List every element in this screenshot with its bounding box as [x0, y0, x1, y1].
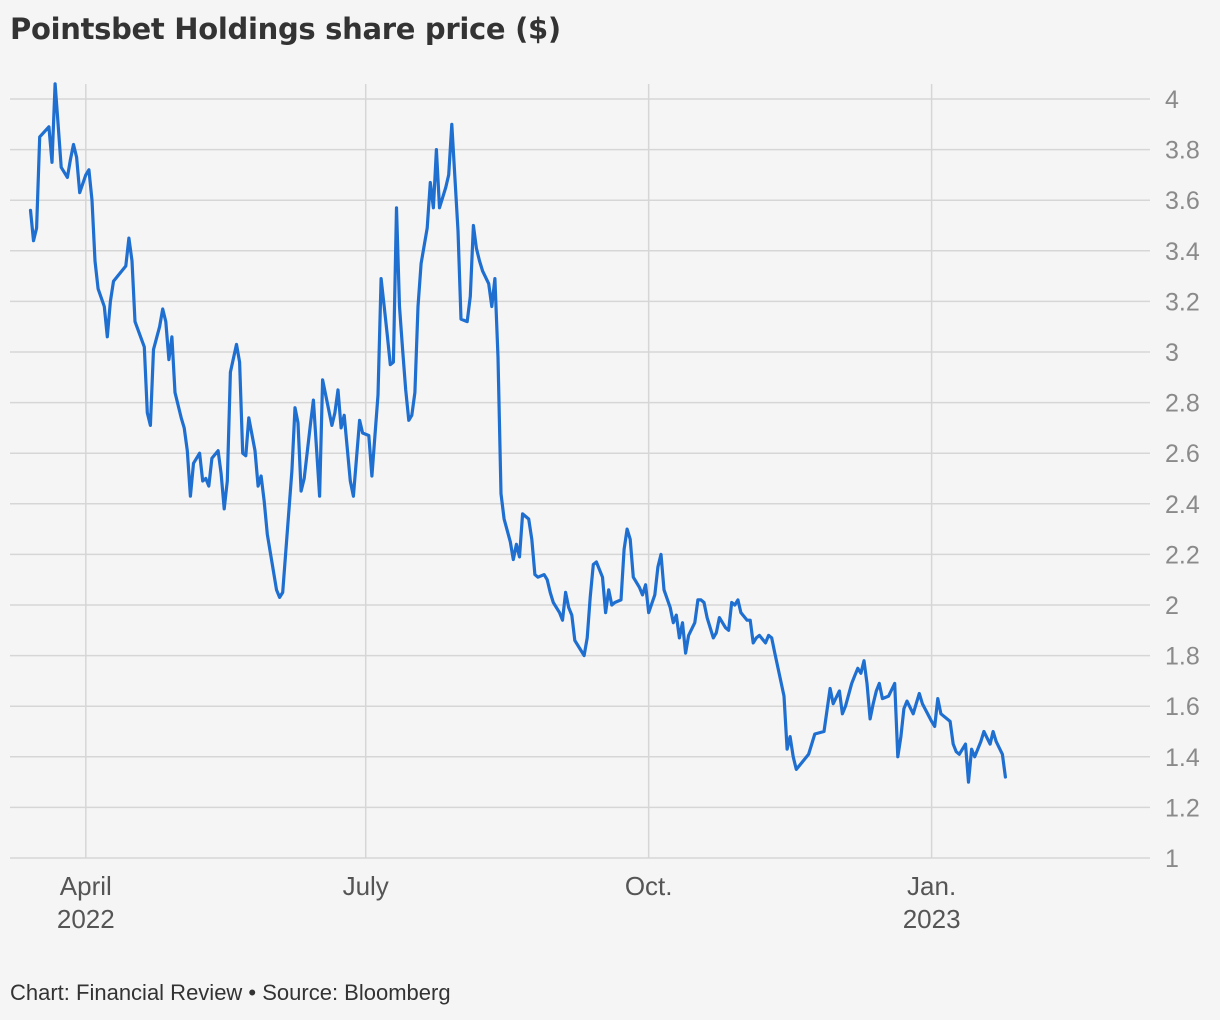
chart-source-credit: Chart: Financial Review • Source: Bloomb… [10, 980, 451, 1005]
series-layer [28, 82, 1007, 784]
y-tick-label: 1.4 [1165, 744, 1200, 772]
y-tick-label: 3.8 [1165, 137, 1200, 165]
chart-title: Pointsbet Holdings share price ($) [10, 12, 561, 46]
y-tick-label: 1.2 [1165, 794, 1200, 822]
y-tick-label: 4 [1165, 86, 1179, 114]
x-tick-year-label: 2022 [57, 904, 115, 934]
series-line-pointsbet [28, 82, 1007, 784]
y-tick-label: 3.6 [1165, 187, 1200, 215]
x-tick-label: Jan. [907, 871, 956, 901]
y-tick-label: 2.2 [1165, 541, 1200, 569]
y-tick-label: 2.4 [1165, 491, 1200, 519]
y-tick-label: 3 [1165, 339, 1179, 367]
y-tick-label: 2.8 [1165, 390, 1200, 418]
y-tick-label: 3.2 [1165, 288, 1200, 316]
y-tick-label: 2 [1165, 592, 1179, 620]
x-tick-label: Oct. [625, 871, 673, 901]
y-tick-label: 1 [1165, 845, 1179, 873]
vertical-gridlines [85, 84, 933, 858]
x-tick-label: April [60, 871, 112, 901]
y-tick-label: 3.4 [1165, 238, 1200, 266]
y-tick-label: 1.8 [1165, 643, 1200, 671]
x-tick-label: July [343, 871, 389, 901]
x-tick-year-label: 2023 [903, 904, 961, 934]
y-tick-label: 1.6 [1165, 693, 1200, 721]
y-axis-tick-labels: 4 3.8 3.6 3.4 3.2 3 2.8 2.6 2.4 2.2 2 1.8 1.6 1.4 1.2 1 [1165, 86, 1200, 873]
y-tick-label: 2.6 [1165, 440, 1200, 468]
